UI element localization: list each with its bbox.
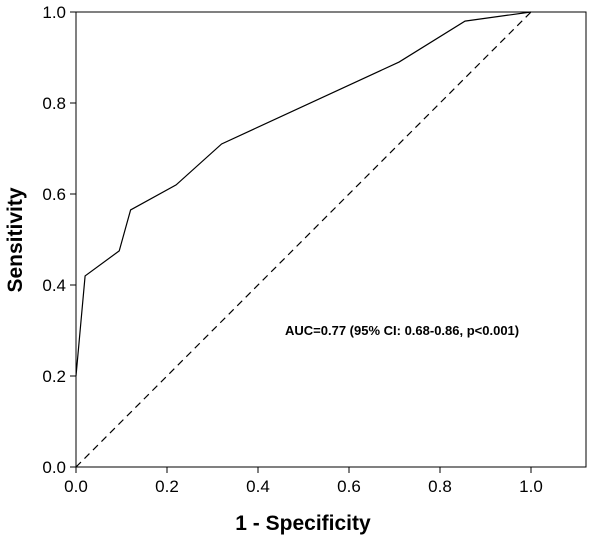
y-tick-label: 0.8 xyxy=(42,94,66,113)
y-tick-label: 0.6 xyxy=(42,185,66,204)
x-tick-label: 0.4 xyxy=(246,477,270,496)
x-tick-label: 0.8 xyxy=(428,477,452,496)
x-tick-label: 1.0 xyxy=(519,477,543,496)
series-layer xyxy=(75,11,532,468)
y-tick-label: 0.0 xyxy=(42,458,66,477)
annotation-auc: AUC=0.77 (95% CI: 0.68-0.86, p<0.001) xyxy=(285,323,519,338)
y-tick-label: 0.2 xyxy=(42,367,66,386)
y-tick-label: 1.0 xyxy=(42,3,66,22)
x-tick-label: 0.6 xyxy=(337,477,361,496)
x-axis-title: 1 - Specificity xyxy=(235,512,371,535)
x-tick-label: 0.2 xyxy=(155,477,179,496)
reference-diagonal-line xyxy=(75,11,532,468)
x-axis: 0.0 0.2 0.4 0.6 0.8 1.0 xyxy=(64,467,543,496)
y-axis: 0.0 0.2 0.4 0.6 0.8 1.0 xyxy=(42,3,76,477)
y-axis-title: Sensitivity xyxy=(4,187,27,292)
plot-frame xyxy=(75,11,587,468)
x-tick-label: 0.0 xyxy=(64,477,88,496)
y-tick-label: 0.4 xyxy=(42,276,66,295)
roc-curve-line xyxy=(75,11,532,377)
